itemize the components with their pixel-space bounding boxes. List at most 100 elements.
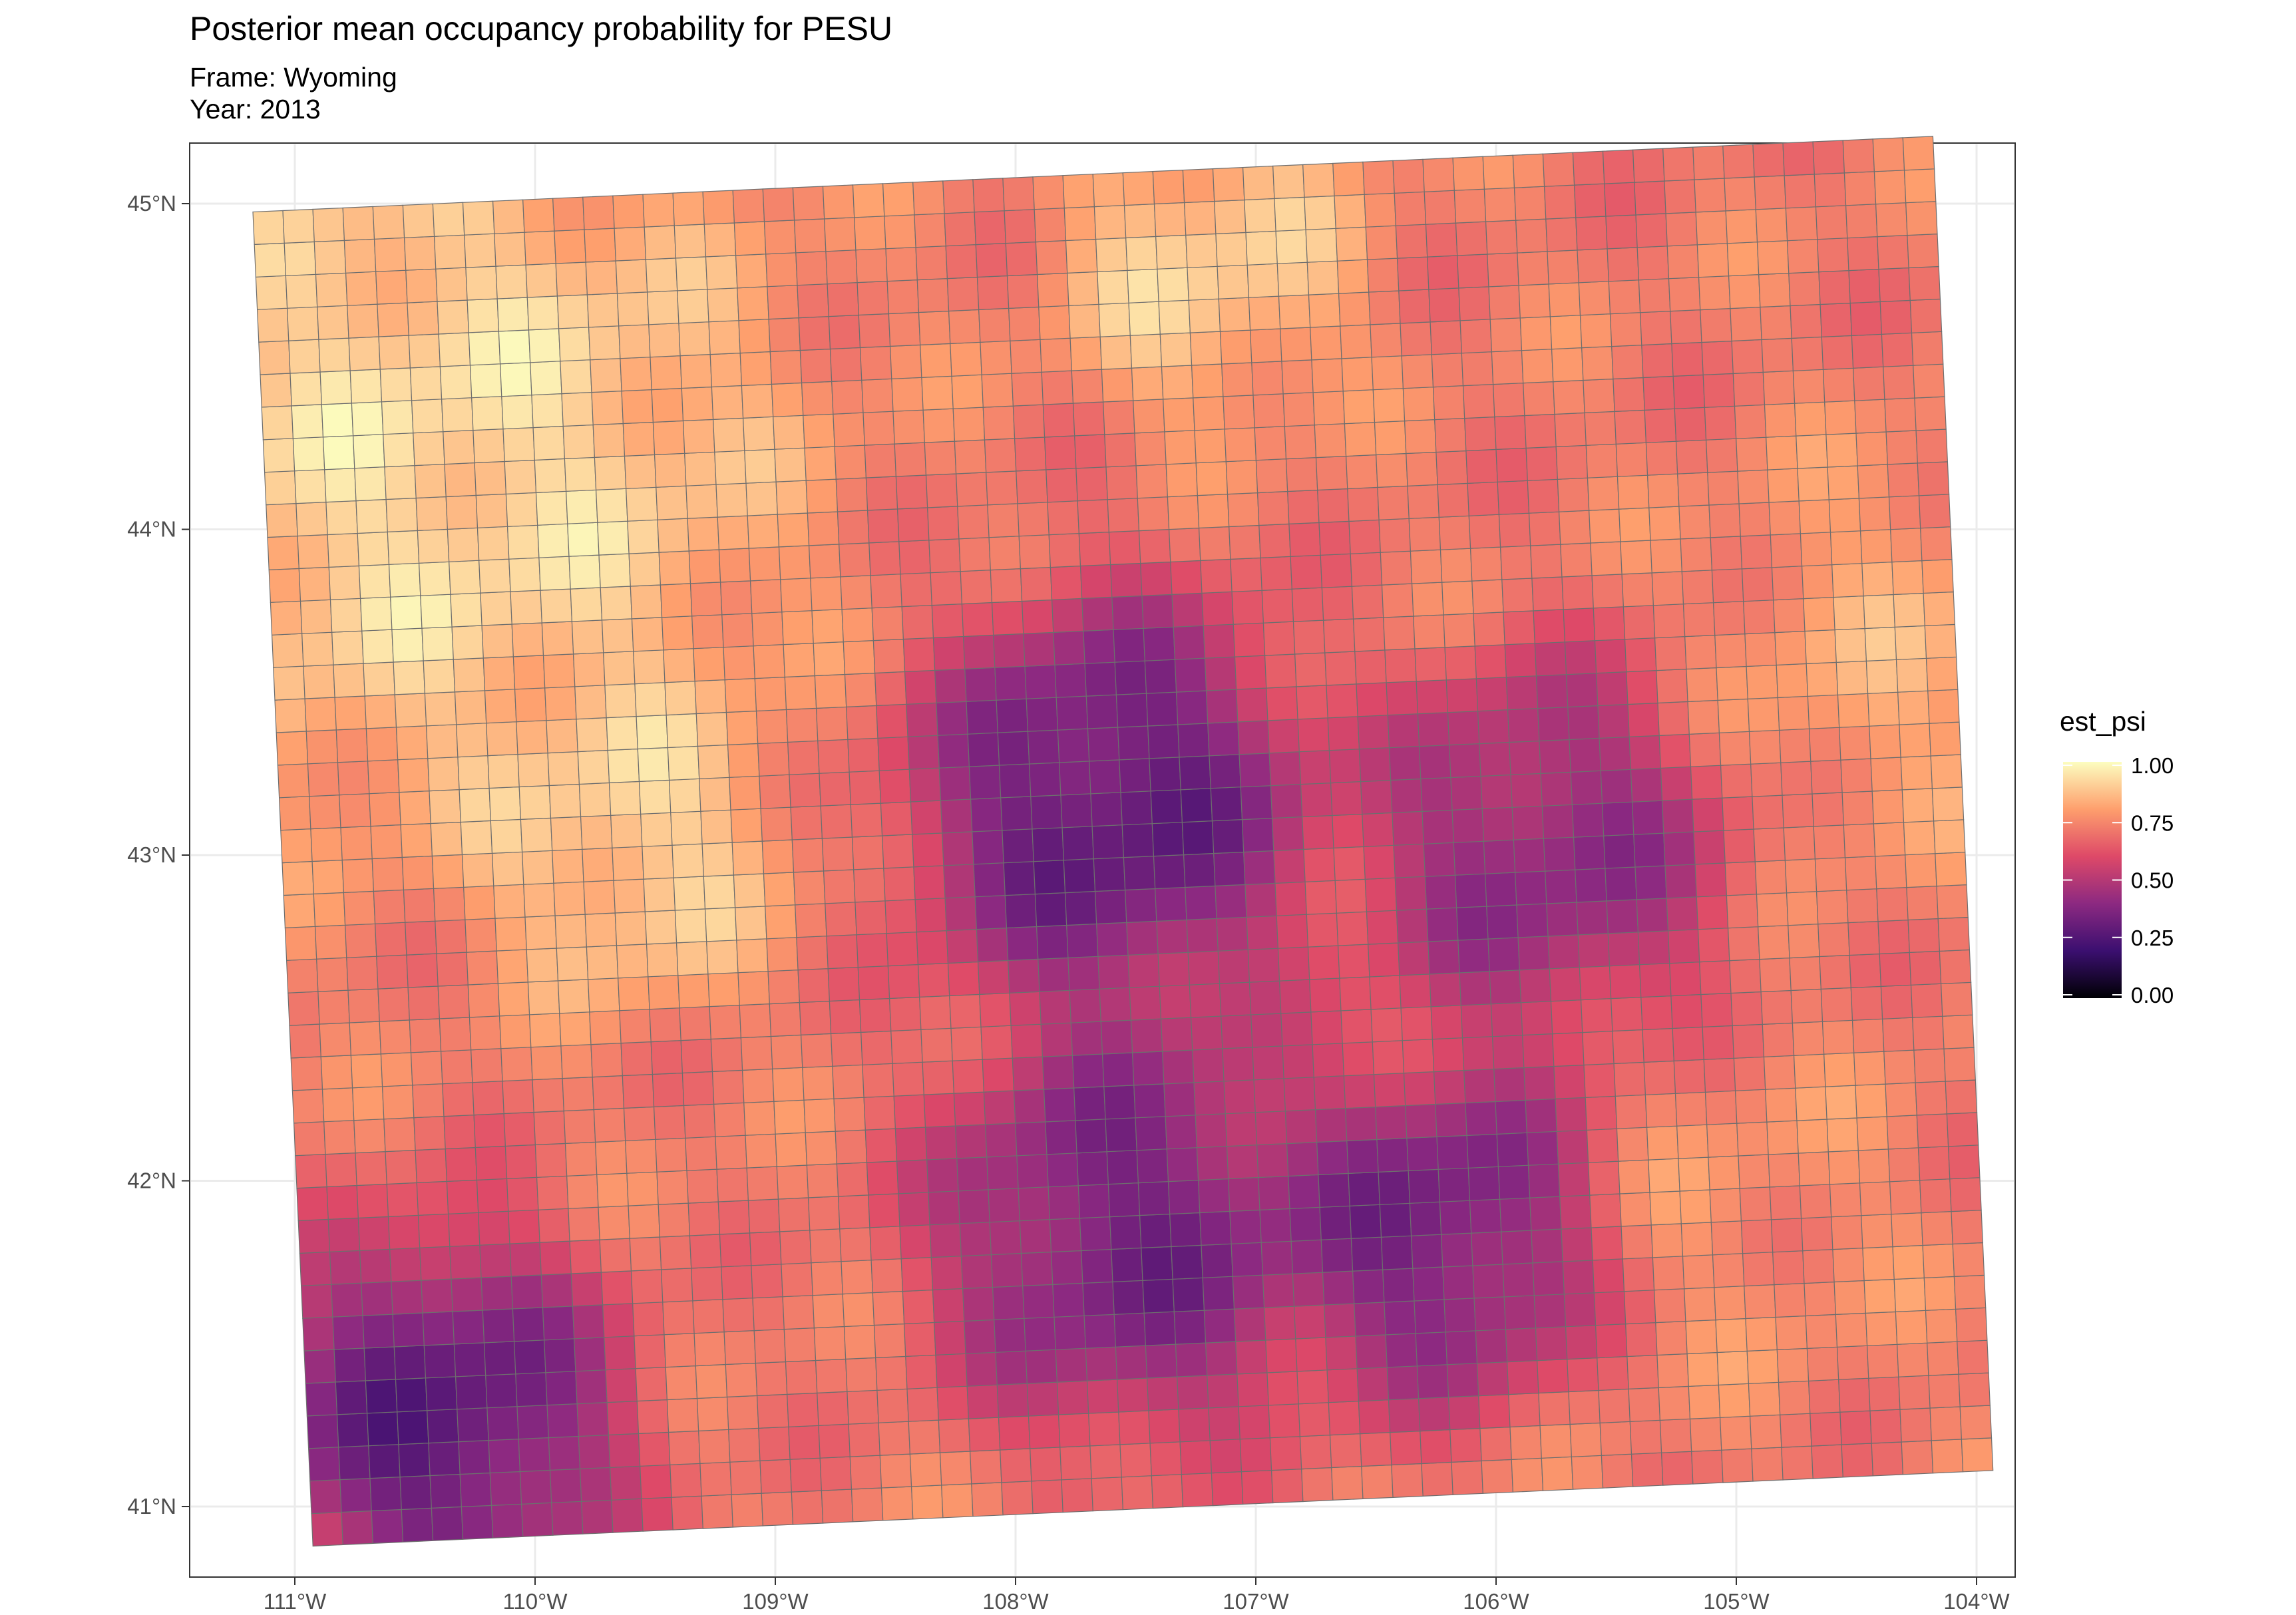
grid-cell xyxy=(1193,1081,1226,1116)
grid-cell xyxy=(1684,634,1717,670)
grid-cell xyxy=(302,1316,335,1351)
grid-cell xyxy=(591,390,624,426)
grid-cell xyxy=(1051,598,1084,633)
grid-cell xyxy=(869,1226,902,1261)
grid-cell xyxy=(1061,826,1094,861)
grid-cell xyxy=(878,769,912,804)
grid-cell xyxy=(401,855,435,890)
grid-cell xyxy=(352,434,385,469)
grid-cell xyxy=(1630,767,1663,803)
grid-cell xyxy=(1071,1053,1105,1089)
grid-cell xyxy=(839,1227,872,1262)
grid-cell xyxy=(1081,596,1114,631)
grid-cell xyxy=(1749,1414,1782,1449)
grid-cell xyxy=(319,370,353,405)
grid-cell xyxy=(654,452,687,488)
grid-cell xyxy=(711,1069,745,1105)
grid-cell xyxy=(608,781,642,816)
grid-cell xyxy=(539,1240,572,1276)
grid-cell xyxy=(996,1383,1030,1418)
y-tick-label: 45°N xyxy=(127,191,176,216)
grid-cell xyxy=(312,207,345,243)
grid-cell xyxy=(1180,788,1213,823)
grid-cell xyxy=(1692,797,1724,832)
grid-cell xyxy=(1807,694,1840,729)
grid-cell xyxy=(1859,1181,1892,1216)
grid-cell xyxy=(518,1437,551,1473)
grid-cell xyxy=(585,260,618,295)
grid-cell xyxy=(1410,549,1443,584)
grid-cell xyxy=(737,286,769,321)
grid-cell xyxy=(405,268,438,303)
grid-cell xyxy=(1407,484,1439,519)
grid-cell xyxy=(1798,1151,1831,1186)
grid-cell xyxy=(1474,644,1507,679)
grid-cell xyxy=(555,262,588,297)
grid-cell xyxy=(1686,667,1718,703)
grid-cell xyxy=(1514,870,1547,906)
grid-cell xyxy=(673,224,707,259)
grid-cell xyxy=(903,1322,936,1357)
grid-cell xyxy=(255,275,288,310)
grid-cell xyxy=(1320,553,1353,588)
grid-cell xyxy=(1215,232,1248,267)
grid-cell xyxy=(775,1132,808,1167)
grid-cell xyxy=(1278,294,1311,329)
grid-cell xyxy=(401,1507,434,1543)
grid-cell xyxy=(283,893,316,929)
grid-cell xyxy=(1209,754,1241,789)
grid-cell xyxy=(496,949,529,984)
grid-cell xyxy=(1677,472,1710,507)
grid-cell xyxy=(1766,1120,1799,1155)
grid-cell xyxy=(708,320,741,355)
grid-cell xyxy=(546,1403,579,1439)
grid-cell xyxy=(1171,1244,1203,1280)
grid-cell xyxy=(1818,269,1851,305)
grid-cell xyxy=(827,281,859,317)
grid-cell xyxy=(1173,625,1206,660)
grid-cell xyxy=(1447,1395,1481,1431)
grid-cell xyxy=(368,1444,401,1479)
grid-cell xyxy=(1046,468,1078,503)
grid-cell xyxy=(761,1491,794,1526)
grid-cell xyxy=(1861,1214,1893,1249)
grid-cell xyxy=(1088,1411,1121,1447)
grid-cell xyxy=(1930,754,1963,789)
grid-cell xyxy=(1694,178,1726,213)
grid-cell xyxy=(1418,744,1451,780)
grid-cell xyxy=(1596,671,1628,707)
grid-cell xyxy=(1884,397,1917,433)
grid-cell xyxy=(1318,520,1351,556)
grid-cell xyxy=(476,1178,509,1213)
grid-cell xyxy=(832,1064,864,1099)
grid-cell xyxy=(1242,165,1275,201)
grid-cell xyxy=(1910,983,1943,1018)
grid-cell xyxy=(1159,332,1193,367)
grid-cell xyxy=(915,246,948,281)
grid-cell xyxy=(848,1422,880,1457)
grid-cell xyxy=(1778,728,1812,763)
grid-cell xyxy=(349,369,383,404)
grid-cell xyxy=(1243,850,1276,886)
grid-cell xyxy=(570,1272,604,1307)
grid-cell xyxy=(721,613,754,648)
grid-cell xyxy=(1556,1129,1589,1165)
grid-cell xyxy=(1155,234,1188,269)
grid-cell xyxy=(1261,588,1294,624)
grid-cell xyxy=(325,1152,357,1188)
grid-cell xyxy=(1746,1349,1780,1384)
grid-cell xyxy=(1893,1277,1927,1313)
grid-cell xyxy=(847,737,880,773)
grid-cell xyxy=(1378,518,1412,553)
grid-cell xyxy=(1288,522,1321,557)
grid-cell xyxy=(901,604,934,640)
grid-cell xyxy=(576,1401,610,1437)
grid-cell xyxy=(1641,343,1674,379)
grid-cell xyxy=(1606,899,1639,934)
grid-cell xyxy=(413,1115,446,1151)
grid-cell xyxy=(1898,1375,1931,1410)
grid-cell xyxy=(738,318,771,354)
grid-cell xyxy=(829,999,862,1035)
grid-cell xyxy=(424,691,457,727)
grid-cell xyxy=(1740,1219,1774,1254)
